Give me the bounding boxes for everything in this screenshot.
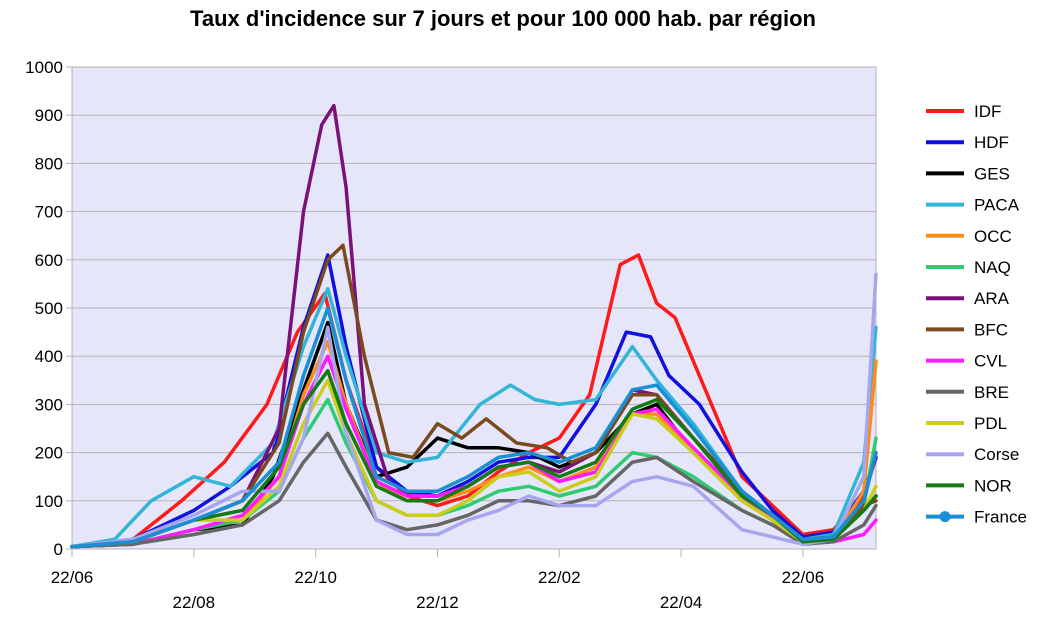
y-tick-label: 400	[35, 347, 63, 366]
x-tick-label: 22/06	[51, 568, 94, 587]
x-tick-label: 22/06	[782, 568, 825, 587]
y-tick-label: 900	[35, 106, 63, 125]
legend-label: NOR	[974, 476, 1012, 495]
y-tick-label: 800	[35, 154, 63, 173]
legend-label: IDF	[974, 102, 1001, 121]
legend-label: HDF	[974, 133, 1009, 152]
x-tick-label: 22/08	[173, 593, 216, 612]
y-tick-label: 300	[35, 395, 63, 414]
legend-label: ARA	[974, 289, 1010, 308]
legend-marker	[939, 511, 951, 523]
y-tick-label: 200	[35, 444, 63, 463]
y-tick-label: 100	[35, 492, 63, 511]
chart-title: Taux d'incidence sur 7 jours et pour 100…	[190, 6, 816, 31]
series-line-bre	[70, 431, 878, 549]
legend-label: PDL	[974, 414, 1007, 433]
series-line-pdl	[70, 378, 878, 549]
x-tick-label: 22/12	[416, 593, 459, 612]
y-tick-label: 1000	[25, 58, 63, 77]
legend-label: BRE	[974, 383, 1009, 402]
plot-border	[71, 66, 877, 550]
legend-label: GES	[974, 164, 1010, 183]
x-tick-label: 22/04	[660, 593, 703, 612]
y-tick-label: 600	[35, 251, 63, 270]
legend-label: Corse	[974, 445, 1019, 464]
legend-label: CVL	[974, 352, 1007, 371]
legend-label: France	[974, 508, 1027, 527]
series-line-corse	[70, 272, 878, 549]
x-tick-label: 22/02	[538, 568, 581, 587]
y-tick-label: 0	[54, 540, 63, 559]
y-tick-label: 500	[35, 299, 63, 318]
legend-label: OCC	[974, 227, 1012, 246]
x-tick-label: 22/10	[294, 568, 337, 587]
legend-label: NAQ	[974, 258, 1011, 277]
legend-label: BFC	[974, 320, 1008, 339]
y-tick-label: 700	[35, 203, 63, 222]
series-line-france	[70, 306, 878, 549]
legend-label: PACA	[974, 196, 1020, 215]
